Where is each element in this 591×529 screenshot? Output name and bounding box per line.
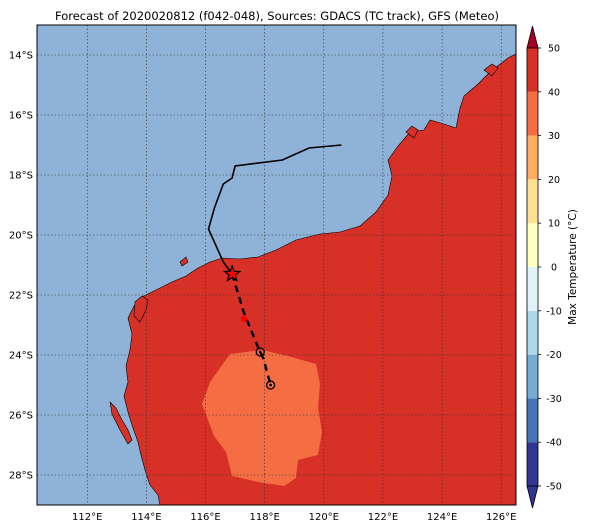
latitude-tick-label: 18°S xyxy=(9,171,33,182)
longitude-tick-label: 126°E xyxy=(486,512,516,523)
colorbar-max-extension xyxy=(526,25,539,49)
forecast-position-dot xyxy=(269,383,272,387)
land-cape-range xyxy=(133,295,149,323)
colorbar-min-extension xyxy=(526,485,539,509)
cyclone-track xyxy=(207,144,342,390)
land-island-small xyxy=(179,256,189,267)
colorbar-band xyxy=(527,179,538,224)
forecast-track-line xyxy=(230,273,272,386)
current-position-star-icon xyxy=(222,264,242,282)
colorbar-band xyxy=(527,91,538,136)
latitude-tick-label: 28°S xyxy=(9,471,33,482)
colorbar-label: Max Temperature (°C) xyxy=(567,209,579,325)
forecast-position-markers xyxy=(255,347,276,390)
colorbar-tick-label: 50 xyxy=(548,44,560,55)
longitude-tick-label: 120°E xyxy=(309,512,339,523)
latitude-tick-label: 16°S xyxy=(9,111,33,122)
colorbar-tick-label: 30 xyxy=(548,131,560,142)
graticule xyxy=(37,25,516,505)
colorbar-tick-label: -50 xyxy=(546,482,562,493)
colorbar-band xyxy=(527,267,538,311)
longitude-tick-label: 118°E xyxy=(249,512,279,523)
latitude-tick-label: 22°S xyxy=(9,291,33,302)
land-kimberley-island-1 xyxy=(405,125,419,139)
latitude-tick-labels: 14°S 16°S 18°S 20°S 22°S 24°S 26°S 28°S xyxy=(9,51,33,482)
colorbar-band xyxy=(527,135,538,180)
colorbar-band xyxy=(527,442,538,486)
land-kimberley-island-2 xyxy=(483,63,499,77)
latitude-tick-label: 20°S xyxy=(9,231,33,242)
latitude-tick-label: 26°S xyxy=(9,411,33,422)
colorbar-band xyxy=(527,48,538,92)
forecast-point xyxy=(240,315,248,323)
map-title: Forecast of 2020020812 (f042-048), Sourc… xyxy=(55,9,499,23)
map-area xyxy=(37,25,516,505)
longitude-tick-label: 112°E xyxy=(72,512,102,523)
forecast-position-dot xyxy=(258,350,262,354)
colorbar-tick-label: -30 xyxy=(546,394,562,405)
forecast-position-ring xyxy=(255,347,265,357)
map-frame xyxy=(36,24,517,506)
colorbar-band xyxy=(527,398,538,443)
colorbar: -50 -40 -30 -20 -10 0 10 20 30 40 50 xyxy=(526,25,562,509)
colorbar-band xyxy=(527,354,538,399)
colorbar-tick-label: 0 xyxy=(551,263,557,274)
colorbar-tick-label: 40 xyxy=(548,87,560,98)
land-interior-patch xyxy=(218,436,226,442)
colorbar-band xyxy=(527,310,538,355)
land-shark-bay xyxy=(109,401,133,445)
longitude-tick-label: 124°E xyxy=(427,512,457,523)
latitude-tick-label: 24°S xyxy=(9,351,33,362)
colorbar-tick-label: -20 xyxy=(546,350,562,361)
colorbar-tick-label: -10 xyxy=(546,306,562,317)
land-interior-20-30 xyxy=(202,350,322,486)
colorbar-tick-label: 10 xyxy=(548,219,560,230)
colorbar-band xyxy=(527,223,538,267)
latitude-tick-label: 14°S xyxy=(9,51,33,62)
longitude-tick-label: 116°E xyxy=(190,512,220,523)
colorbar-tick-label: 20 xyxy=(548,175,560,186)
longitude-tick-labels: 112°E 114°E 116°E 118°E 120°E 122°E 124°E 126°E xyxy=(72,512,516,523)
observed-track-line xyxy=(207,144,342,275)
longitude-tick-label: 114°E xyxy=(131,512,161,523)
longitude-tick-label: 122°E xyxy=(368,512,398,523)
forecast-points xyxy=(240,315,248,323)
forecast-position-ring xyxy=(265,380,276,390)
colorbar-tick-label: -40 xyxy=(546,438,562,449)
